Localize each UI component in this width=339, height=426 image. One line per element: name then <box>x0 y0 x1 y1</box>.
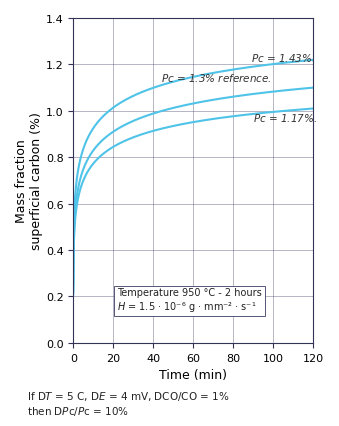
Text: $P$c = 1.3% reference.: $P$c = 1.3% reference. <box>161 72 272 83</box>
Y-axis label: Mass fraction
superficial carbon (%): Mass fraction superficial carbon (%) <box>15 112 43 250</box>
Text: $P$c = 1.43%.: $P$c = 1.43%. <box>251 52 316 64</box>
Text: If D$T$ = 5 C, D$E$ = 4 mV, DCO/CO = 1%
then D$P$c/$P$c = 10%: If D$T$ = 5 C, D$E$ = 4 mV, DCO/CO = 1% … <box>27 389 230 417</box>
Text: Temperature 950 °C - 2 hours
$H$ = 1.5 · 10⁻⁶ g · mm⁻² · s⁻¹: Temperature 950 °C - 2 hours $H$ = 1.5 ·… <box>117 287 262 313</box>
Text: $P$c = 1.17%.: $P$c = 1.17%. <box>253 112 318 124</box>
X-axis label: Time (min): Time (min) <box>159 368 227 381</box>
